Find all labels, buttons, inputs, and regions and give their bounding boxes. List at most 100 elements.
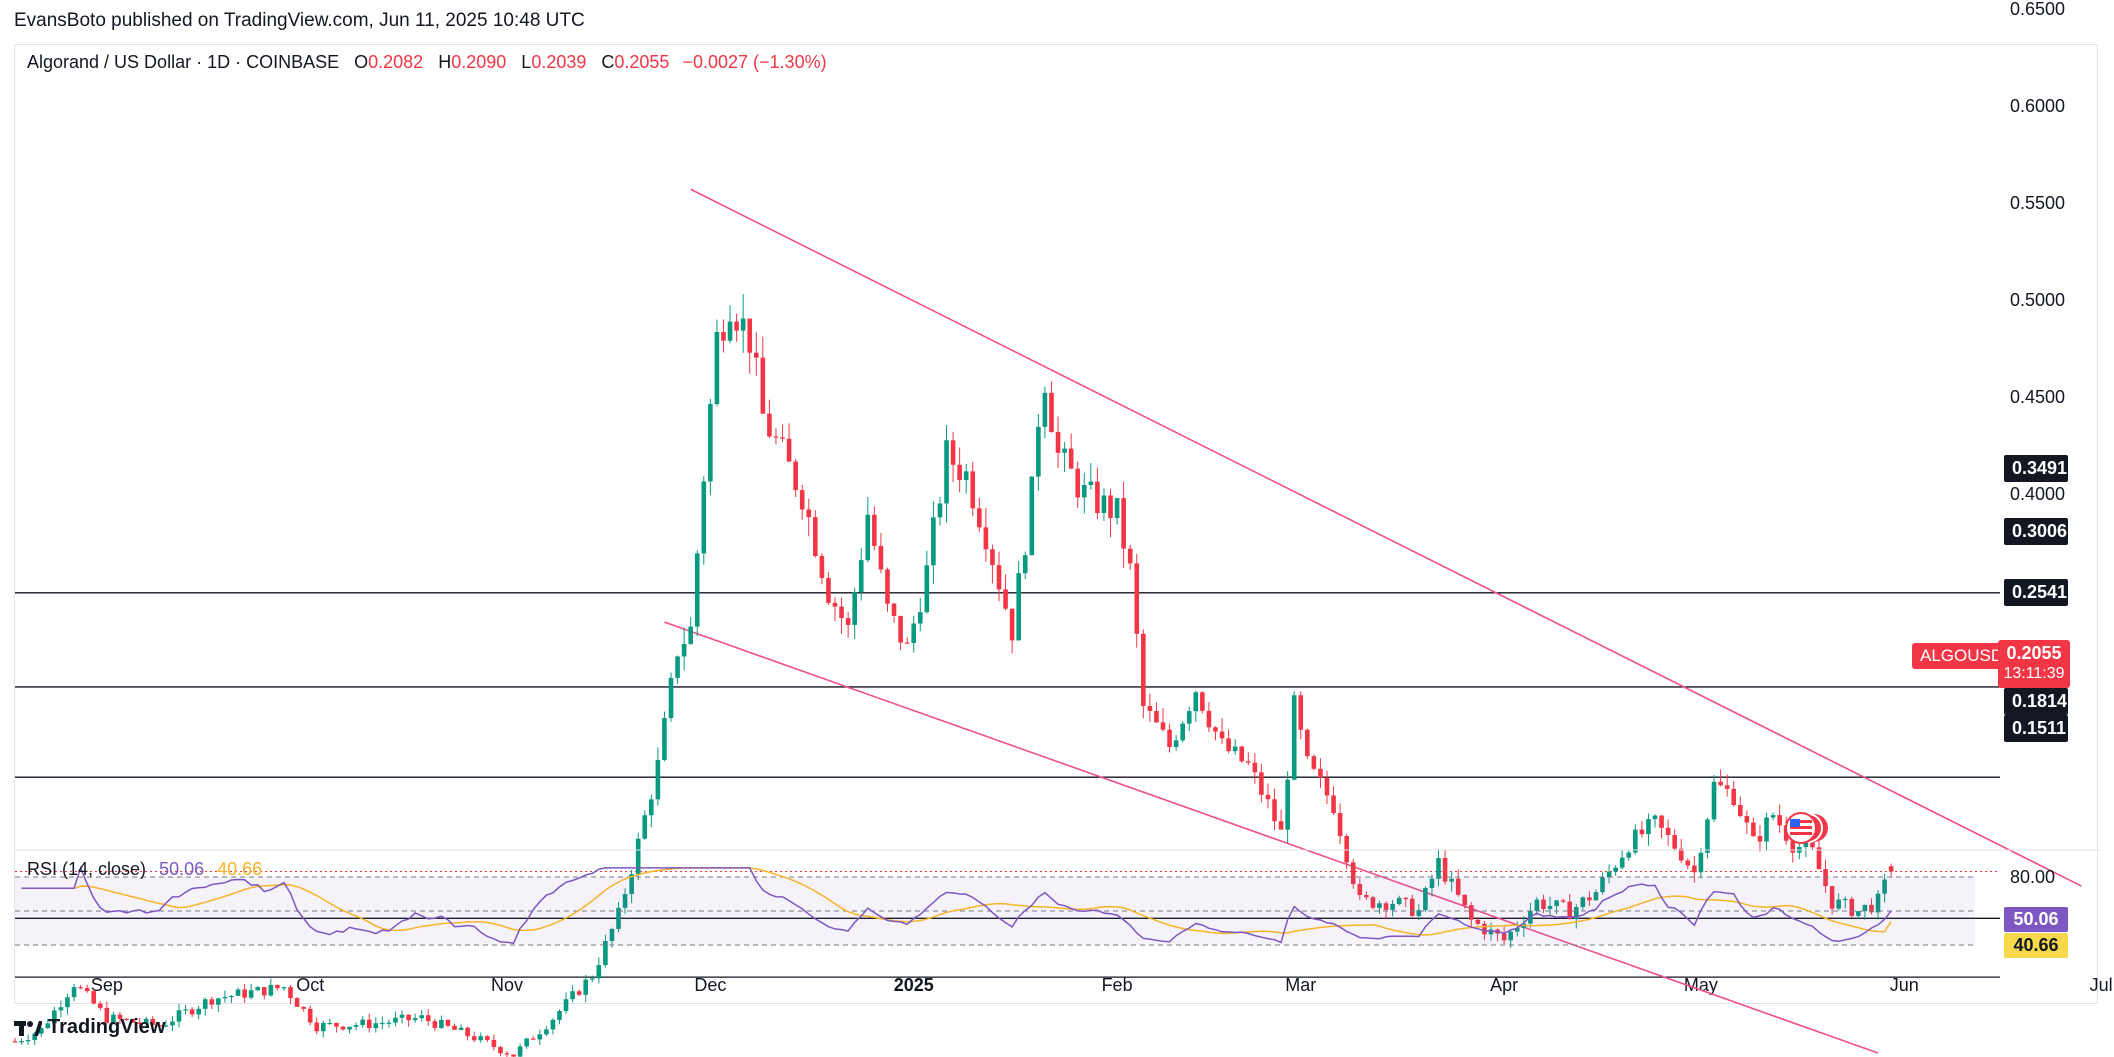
- candle-body: [1003, 589, 1008, 609]
- candle-body: [1613, 867, 1618, 872]
- candle-body: [1305, 729, 1310, 757]
- symbol-legend[interactable]: Algorand / US Dollar · 1D · COINBASE O0.…: [27, 52, 827, 73]
- candle-body: [1790, 840, 1796, 853]
- candle-body: [1101, 495, 1107, 513]
- legend-title: Algorand / US Dollar · 1D · COINBASE: [27, 52, 340, 72]
- candle-body: [1016, 573, 1021, 641]
- candle-body: [1810, 841, 1815, 848]
- rsi-legend[interactable]: RSI (14, close) 50.06 40.66: [27, 859, 262, 880]
- time-tick-8: May: [1684, 975, 1718, 995]
- candle-body: [189, 1009, 195, 1015]
- candle-body: [819, 555, 825, 579]
- candle-body: [917, 612, 923, 624]
- candle-body: [399, 1014, 405, 1018]
- candle-body: [839, 606, 844, 619]
- candle-body: [753, 352, 759, 358]
- candle-body: [45, 1023, 51, 1029]
- candle-body: [1357, 884, 1363, 895]
- us-flag-icon[interactable]: [1784, 811, 1830, 845]
- candle-body: [1252, 762, 1258, 773]
- price-tick-0: 0.6500: [2010, 0, 2065, 19]
- symbol-tag: ALGOUSD: [1912, 643, 2012, 669]
- candle-body: [452, 1025, 457, 1030]
- candle-body: [1692, 865, 1697, 873]
- candle-body: [865, 514, 871, 561]
- candle-body: [557, 1011, 562, 1020]
- candle-body: [530, 1038, 536, 1040]
- candle-body: [1757, 836, 1763, 842]
- time-tick-2: Nov: [491, 975, 523, 995]
- candle-body: [216, 998, 221, 1005]
- candle-body: [786, 438, 792, 462]
- candle-body: [1541, 899, 1546, 909]
- candle-body: [1455, 878, 1461, 895]
- candle-body: [740, 318, 746, 331]
- rsi-ma-line: [21, 867, 1892, 936]
- candle-body: [380, 1022, 385, 1025]
- candle-body: [373, 1023, 379, 1029]
- candle-body: [780, 437, 785, 439]
- candle-body: [1114, 498, 1120, 519]
- candle-body: [65, 997, 70, 1008]
- candle-body: [891, 603, 897, 616]
- candle-body: [1469, 905, 1474, 920]
- candle-body: [1298, 695, 1304, 730]
- candle-body: [845, 618, 851, 625]
- candle-body: [307, 1008, 313, 1023]
- candle-body: [589, 978, 595, 980]
- candle-body: [550, 1019, 556, 1030]
- candle-body: [1554, 900, 1559, 906]
- candle-body: [52, 1010, 57, 1024]
- last-price: 0.2055: [2006, 643, 2062, 663]
- candle-body: [970, 471, 976, 509]
- candle-body: [91, 991, 97, 1004]
- candle-body: [603, 941, 608, 966]
- candle-body: [163, 1025, 169, 1027]
- candle-body: [799, 490, 805, 510]
- candle-body: [255, 987, 261, 991]
- candle-body: [950, 440, 956, 465]
- candle-body: [1226, 738, 1231, 752]
- candle-body: [294, 998, 300, 1007]
- chart-frame[interactable]: [14, 44, 2098, 1004]
- candle-body: [458, 1027, 464, 1030]
- candle-body: [432, 1021, 438, 1028]
- legend-low: 0.2039: [531, 52, 587, 72]
- candle-body: [1265, 794, 1271, 800]
- price-tick-5: 0.4000: [2010, 484, 2065, 504]
- candle-body: [1331, 795, 1336, 814]
- candle-body: [1075, 468, 1081, 498]
- time-tick-10: Jul: [2090, 975, 2113, 995]
- candle-body: [681, 643, 687, 657]
- trendline-upper: [690, 188, 2082, 887]
- price-tick-1: 0.6000: [2010, 96, 2065, 116]
- candle-body: [1869, 904, 1874, 913]
- candle-body: [38, 1028, 44, 1034]
- candle-body: [1180, 723, 1185, 741]
- candle-body: [734, 321, 739, 331]
- candle-body: [924, 565, 930, 613]
- candle-body: [1842, 898, 1848, 901]
- tradingview-footer[interactable]: TradingView: [14, 1016, 165, 1039]
- candle-body: [491, 1039, 497, 1048]
- rsi-value-tag: 50.06: [2004, 907, 2068, 932]
- candle-body: [97, 1003, 103, 1008]
- candle-body: [622, 894, 628, 908]
- candle-body: [471, 1036, 477, 1041]
- candle-body: [406, 1014, 411, 1021]
- last-price-tag: 0.2055 13:11:39: [1998, 640, 2070, 688]
- candle-body: [1600, 877, 1605, 893]
- candle-body: [517, 1046, 523, 1057]
- candle-body: [1429, 878, 1435, 889]
- candle-body: [1141, 633, 1146, 706]
- candle-body: [1200, 692, 1205, 711]
- candle-body: [852, 592, 857, 625]
- candle-body: [1672, 835, 1677, 849]
- candle-body: [1377, 903, 1382, 908]
- rsi-ma-value-tag: 40.66: [2004, 933, 2068, 958]
- legend-close: 0.2055: [614, 52, 670, 72]
- candle-body: [911, 623, 917, 643]
- candle-body: [773, 436, 779, 438]
- candle-body: [1350, 862, 1356, 885]
